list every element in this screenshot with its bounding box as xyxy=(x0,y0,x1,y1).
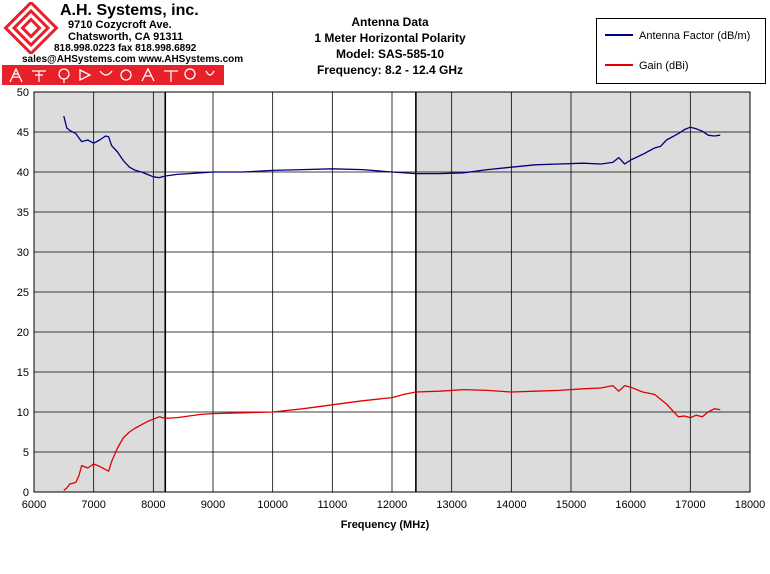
legend-swatch-antenna-factor xyxy=(605,34,633,37)
y-tick-label-1: 5 xyxy=(23,447,29,459)
company-logo-block: A.H. Systems, inc. 9710 Cozycroft Ave. C… xyxy=(2,2,243,86)
x-tick-label-9: 15000 xyxy=(556,499,587,511)
legend-label-antenna-factor: Antenna Factor (dB/m) xyxy=(639,30,751,42)
chart-legend: Antenna Factor (dB/m) Gain (dBi) xyxy=(596,18,766,84)
y-tick-label-3: 15 xyxy=(17,367,29,379)
product-icons-strip xyxy=(2,65,224,85)
company-name: A.H. Systems, inc. xyxy=(60,2,199,19)
y-tick-label-0: 0 xyxy=(23,487,29,499)
y-tick-label-7: 35 xyxy=(17,207,29,219)
company-address-line2: Chatsworth, CA 91311 xyxy=(68,31,184,43)
chart-title-line2: 1 Meter Horizontal Polarity xyxy=(314,31,466,45)
x-axis-label: Frequency (MHz) xyxy=(340,519,430,531)
x-tick-label-0: 6000 xyxy=(22,499,46,511)
company-phone: 818.998.0223 fax 818.998.6892 xyxy=(54,43,197,54)
x-tick-label-3: 9000 xyxy=(201,499,225,511)
series-line-0 xyxy=(63,115,721,179)
legend-label-gain: Gain (dBi) xyxy=(639,60,689,72)
chart-title-line3: Model: SAS-585-10 xyxy=(335,47,445,61)
y-tick-label-4: 20 xyxy=(17,327,29,339)
chart-title-block: Antenna Data 1 Meter Horizontal Polarity… xyxy=(290,14,490,78)
series-line-1 xyxy=(63,384,721,491)
y-tick-label-5: 25 xyxy=(17,287,29,299)
company-logo-icon xyxy=(3,2,59,54)
x-tick-label-12: 18000 xyxy=(735,499,766,511)
chart-title-line1: Antenna Data xyxy=(351,15,429,29)
company-address-line1: 9710 Cozycroft Ave. xyxy=(68,19,172,31)
y-tick-label-6: 30 xyxy=(17,247,29,259)
y-tick-label-10: 50 xyxy=(17,87,29,99)
x-tick-label-7: 13000 xyxy=(436,499,467,511)
x-tick-label-6: 12000 xyxy=(377,499,408,511)
x-tick-label-5: 11000 xyxy=(317,499,347,511)
product-icons-icon xyxy=(9,67,215,83)
x-tick-label-1: 7000 xyxy=(81,499,105,511)
legend-item-gain: Gain (dBi) xyxy=(605,60,689,74)
y-tick-label-8: 40 xyxy=(17,167,29,179)
x-tick-label-2: 8000 xyxy=(141,499,165,511)
legend-item-antenna-factor: Antenna Factor (dB/m) xyxy=(605,30,750,44)
legend-swatch-gain xyxy=(605,64,633,67)
y-tick-label-2: 10 xyxy=(17,407,29,419)
x-tick-label-4: 10000 xyxy=(257,499,288,511)
company-web: sales@AHSystems.com www.AHSystems.com xyxy=(22,54,244,65)
x-tick-label-11: 17000 xyxy=(675,499,706,511)
x-tick-label-8: 14000 xyxy=(496,499,527,511)
x-tick-label-10: 16000 xyxy=(615,499,646,511)
chart-title-line4: Frequency: 8.2 - 12.4 GHz xyxy=(316,63,464,77)
plot-frame xyxy=(33,91,751,493)
y-tick-label-9: 45 xyxy=(17,127,29,139)
